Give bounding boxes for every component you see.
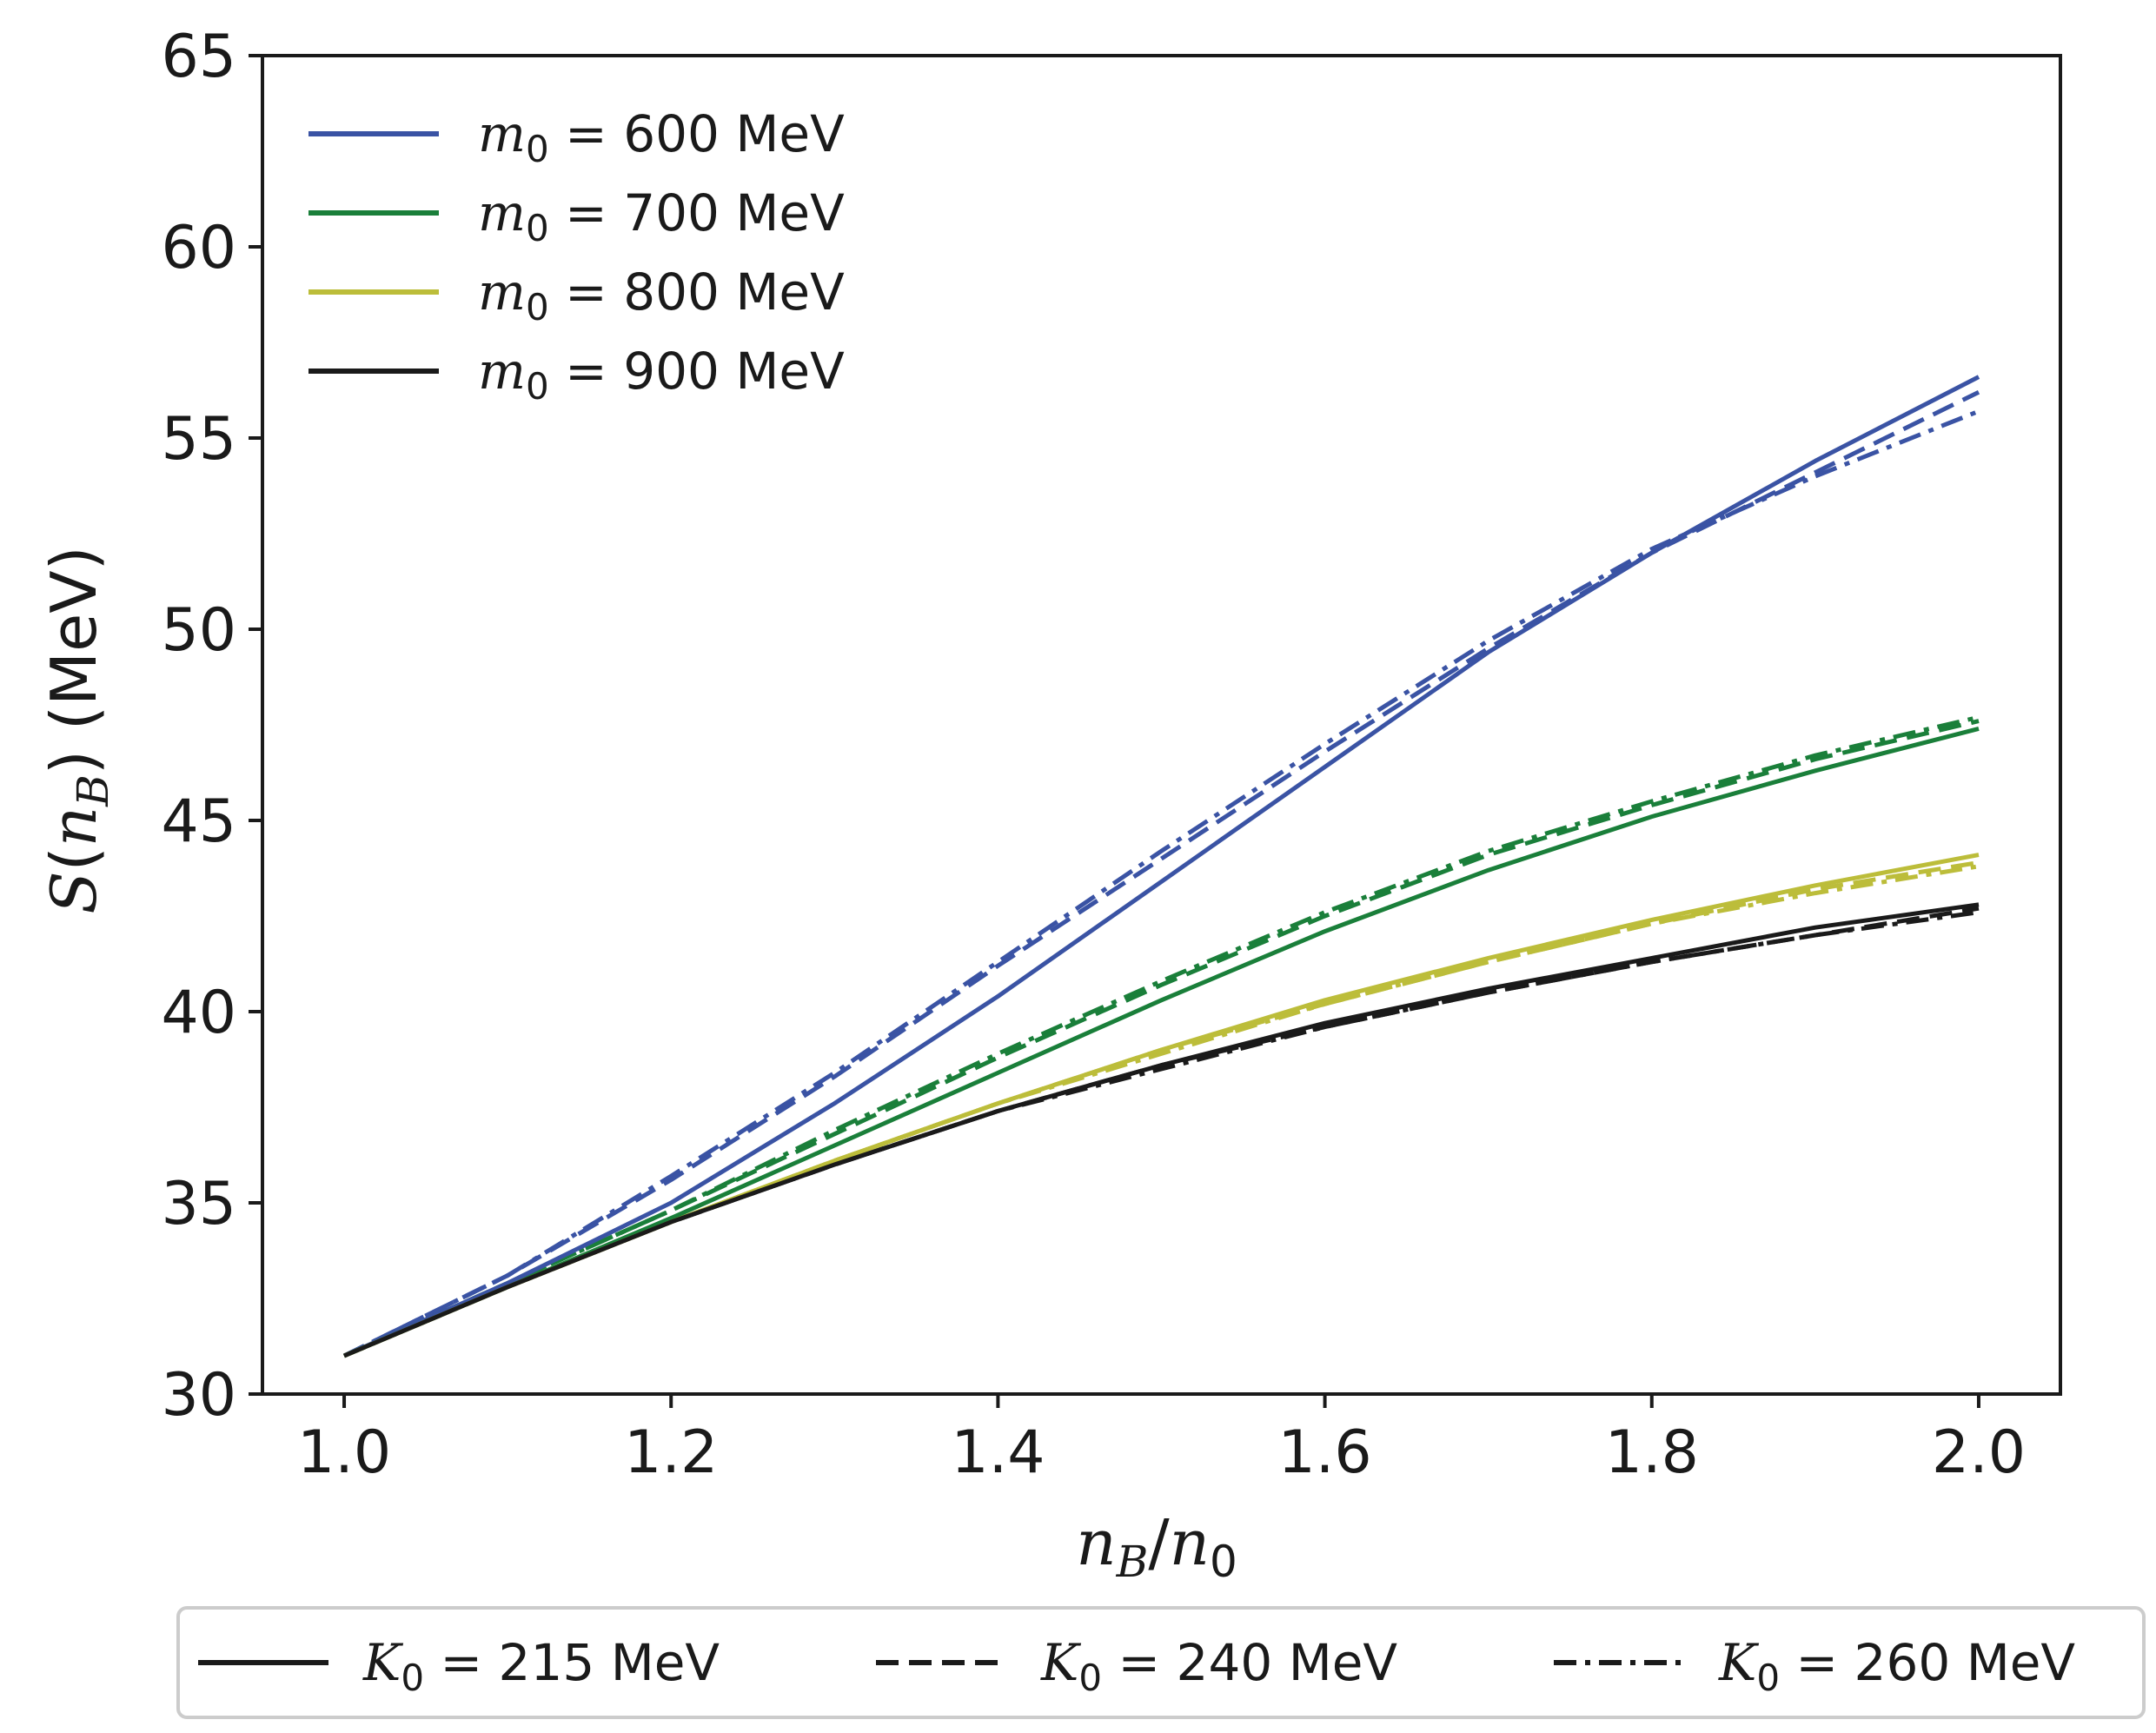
color-legend-label: m0 = 800 MeV [478,262,845,329]
x-tick-label: 1.4 [951,1418,1045,1487]
y-tick-label: 55 [161,405,236,474]
series-line-4 [342,719,1980,1358]
style-legend-label: K0 = 240 MeV [1040,1633,1397,1699]
y-axis-label: S(nB) (MeV) [37,546,118,913]
plot-frame [261,54,2062,1396]
style-legend-label: K0 = 215 MeV [362,1633,720,1699]
series-line-9 [343,902,1980,1358]
color-legend-label: m0 = 700 MeV [478,183,845,249]
x-tick-label: 1.6 [1278,1418,1372,1487]
color-legend-label: m0 = 900 MeV [478,342,845,408]
series-line-1 [342,389,1980,1358]
y-tick-label: 50 [161,596,236,665]
x-tick-label: 1.2 [624,1418,718,1487]
series-line-7 [343,860,1980,1358]
series-line-3 [343,726,1980,1358]
x-tick-label: 1.0 [297,1418,391,1487]
x-axis-label: nB/n0 [1076,1506,1237,1587]
y-tick-label: 45 [161,787,236,856]
color-legend-label: m0 = 600 MeV [478,104,845,170]
x-tick-label: 2.0 [1932,1418,2026,1487]
series-line-11 [343,910,1980,1358]
y-tick-label: 65 [161,23,236,91]
series-line-10 [343,906,1980,1358]
style-legend-label: K0 = 260 MeV [1718,1633,2075,1699]
color-legend: m0 = 600 MeV m0 = 700 MeV m0 = 800 MeV m0 =… [308,104,845,408]
y-tick-label: 60 [161,214,236,282]
series-line-0 [342,375,1980,1358]
y-tick-label: 30 [161,1361,236,1430]
series-line-8 [343,864,1980,1358]
x-tick-label: 1.8 [1605,1418,1699,1487]
ticks-layer: 1.0 1.2 1.4 1.6 1.8 2.0 30 35 40 45 50 55 60 65 [161,23,2026,1487]
y-tick-label: 40 [161,979,236,1047]
style-legend-box [176,1606,2146,1719]
series-line-6 [343,853,1980,1358]
series-layer [342,375,1980,1358]
style-legend: K0 = 215 MeV K0 = 240 MeV K0 = 260 MeV [198,1633,2075,1699]
y-tick-label: 35 [161,1170,236,1238]
series-line-5 [342,714,1980,1358]
